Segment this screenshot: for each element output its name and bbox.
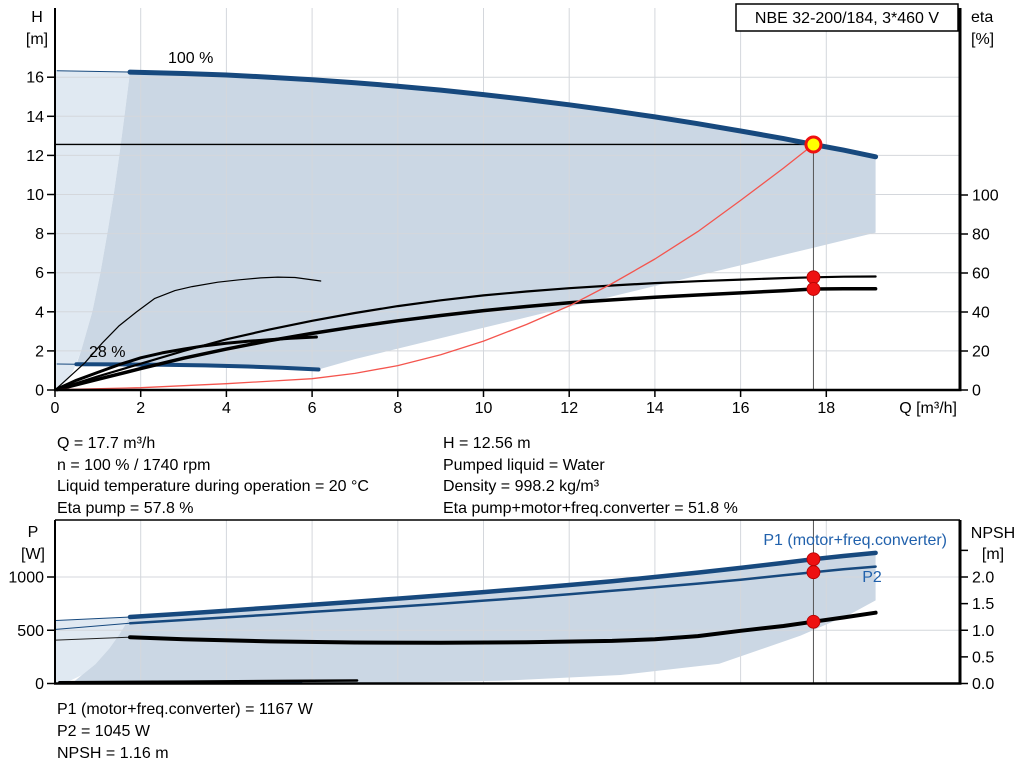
range-medium-fill [72, 552, 876, 684]
x-axis-title: Q [m³/h] [899, 400, 957, 417]
tick-label-left: 4 [35, 304, 44, 321]
info-line-q: Q = 17.7 m³/h [57, 435, 155, 452]
curve-head-100pct [127, 69, 879, 160]
result-line-p2: P2 = 1045 W [57, 723, 151, 740]
axis-title-p: P [28, 524, 39, 541]
curve-p2-ext [55, 622, 131, 630]
duty-point-layer [804, 135, 823, 154]
tick-label-left: 8 [35, 226, 44, 243]
tick-label-right: 80 [972, 227, 990, 244]
tick-label-left: 1000 [8, 570, 44, 587]
tick-label-left: 0 [35, 383, 44, 400]
tick-label-x: 18 [817, 400, 835, 417]
info-line-pumped-liquid: Pumped liquid = Water [443, 457, 605, 474]
range-medium-fill [76, 72, 876, 370]
duty-point-marker[interactable] [804, 135, 823, 154]
tick-label-left: 12 [26, 148, 44, 165]
axis-title-eta: eta [971, 9, 993, 26]
info-line-h: H = 12.56 m [443, 435, 531, 452]
curve-p2-curve [128, 565, 877, 625]
tick-label-x: 6 [308, 400, 317, 417]
tick-label-left: 14 [26, 109, 44, 126]
value-dot [806, 565, 821, 580]
operating-point-lines [55, 143, 814, 684]
axes [54, 8, 962, 685]
tick-label-right: 2.0 [972, 570, 994, 587]
range-light-fill [55, 70, 130, 391]
pump-title-label: NBE 32-200/184, 3*460 V [755, 10, 939, 27]
gridlines [55, 8, 960, 684]
tick-label-x: 14 [646, 400, 664, 417]
axis-title-npsh-unit: [m] [982, 546, 1004, 563]
curve-head-100pct-ext [56, 70, 131, 73]
curve-label-100pct: 100 % [168, 50, 213, 67]
curve-p1-ext [55, 616, 131, 621]
tick-label-right: 20 [972, 344, 990, 361]
info-line-eta-pump: Eta pump = 57.8 % [57, 500, 194, 517]
tick-label-right: 0.5 [972, 649, 994, 666]
value-dot [806, 614, 821, 629]
value-dots [806, 270, 821, 629]
tick-label-x: 16 [732, 400, 750, 417]
tick-label-left: 16 [26, 70, 44, 87]
axis-title-p-unit: [W] [21, 546, 45, 563]
curve-system-curve [56, 143, 815, 391]
tick-label-left: 6 [35, 265, 44, 282]
tick-label-right: 100 [972, 188, 999, 205]
tick-label-right: 60 [972, 266, 990, 283]
info-line-density: Density = 998.2 kg/m³ [443, 478, 600, 495]
axis-title-h: H [31, 9, 43, 26]
value-dot [806, 552, 821, 567]
curve-eta-pump-28pct [56, 276, 322, 389]
tick-label-right: 0 [972, 383, 981, 400]
tick-label-left: 2 [35, 343, 44, 360]
series-label-p1: P1 (motor+freq.converter) [763, 532, 947, 549]
info-line-liquid-temp: Liquid temperature during operation = 20… [57, 478, 369, 495]
range-light-fill [55, 617, 130, 684]
tick-label-x: 10 [475, 400, 493, 417]
curve-npsh-ext [55, 636, 131, 641]
tick-label-x: 12 [560, 400, 578, 417]
axis-title-npsh: NPSH [971, 525, 1015, 542]
curve-p2-28pct-stub [58, 679, 359, 684]
series-label-p2: P2 [862, 569, 882, 586]
tick-label-right: 1.0 [972, 623, 994, 640]
tick-label-x: 8 [393, 400, 402, 417]
tick-label-right: 0.0 [972, 676, 994, 693]
curves [55, 69, 879, 685]
tick-label-left: 500 [17, 623, 44, 640]
curve-p1-curve [127, 550, 878, 620]
info-line-eta-total: Eta pump+motor+freq.converter = 51.8 % [443, 500, 738, 517]
tick-label-x: 4 [222, 400, 231, 417]
tick-label-left: 0 [35, 676, 44, 693]
info-line-n: n = 100 % / 1740 rpm [57, 457, 210, 474]
tick-label-x: 0 [51, 400, 60, 417]
curve-eta-total-100pct [55, 287, 878, 392]
axis-title-eta-unit: [%] [971, 31, 994, 48]
tick-label-right: 40 [972, 305, 990, 322]
curve-label-28pct: 28 % [89, 344, 125, 361]
axis-title-h-unit: [m] [26, 31, 48, 48]
pump-title-box [735, 3, 959, 32]
value-dot [806, 282, 821, 296]
curve-eta-pump-100pct [56, 275, 877, 391]
tick-label-right: 1.5 [972, 596, 994, 613]
tick-label-x: 2 [136, 400, 145, 417]
result-line-npsh: NPSH = 1.16 m [57, 745, 169, 762]
tick-label-left: 10 [26, 187, 44, 204]
value-dot [806, 270, 821, 285]
result-line-p1: P1 (motor+freq.converter) = 1167 W [57, 701, 314, 718]
